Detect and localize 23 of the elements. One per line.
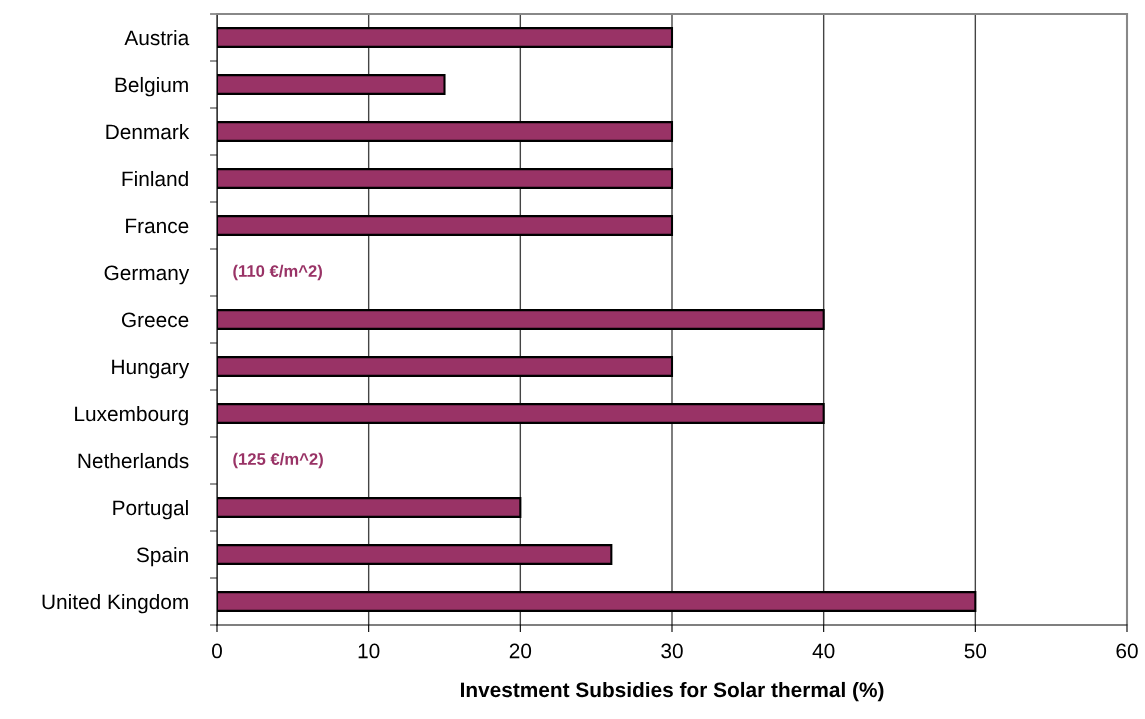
x-tick-label: 10 bbox=[358, 643, 380, 659]
y-tick-label: Hungary bbox=[112, 359, 190, 379]
x-tick-label: 20 bbox=[509, 643, 532, 659]
y-tick-label: Luxembourg bbox=[75, 405, 188, 426]
y-tick-label: Germany bbox=[104, 265, 190, 285]
x-tick-label: 30 bbox=[661, 643, 683, 659]
x-tick-label: 50 bbox=[964, 643, 987, 659]
y-tick-label: Denmark bbox=[106, 123, 190, 140]
y-tick-label: Portugal bbox=[113, 499, 188, 520]
y-tick-label: United Kingdom bbox=[42, 593, 188, 614]
annotation: (125 €/m^2) bbox=[233, 452, 323, 469]
y-tick-label: Belgium bbox=[115, 76, 188, 97]
y-tick-label: Greece bbox=[121, 312, 189, 328]
x-tick-label: 0 bbox=[212, 643, 222, 659]
y-tick-label: Spain bbox=[136, 546, 188, 567]
annotation: (110 €/m^2) bbox=[233, 264, 322, 281]
y-tick-label: France bbox=[126, 218, 189, 234]
x-tick-label: 40 bbox=[812, 643, 835, 659]
y-tick-label: Netherlands bbox=[78, 452, 189, 469]
y-tick-label: Austria bbox=[124, 29, 190, 46]
x-tick-label: 60 bbox=[1116, 643, 1138, 659]
x-axis-title: Investment Subsidies for Solar thermal (%) bbox=[460, 681, 884, 702]
y-tick-label: Finland bbox=[122, 170, 188, 187]
